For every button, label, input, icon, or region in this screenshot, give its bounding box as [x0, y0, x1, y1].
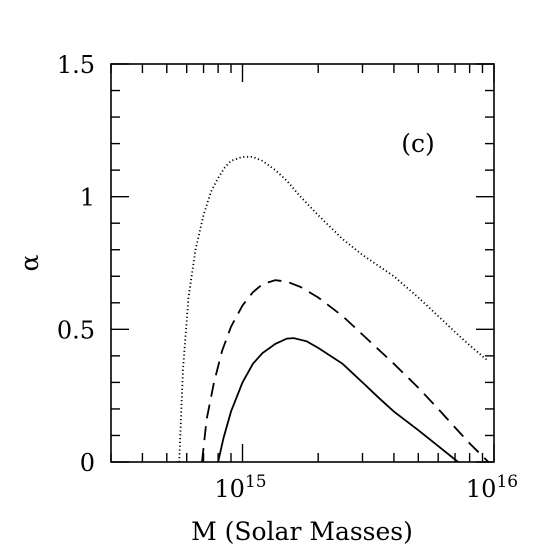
plot-frame — [110, 63, 495, 463]
y-tick-label: 1 — [80, 184, 95, 212]
y-tick-labels: 0 0.5 1 1.5 — [57, 51, 95, 477]
series-lines — [178, 155, 490, 463]
series-line-solid — [217, 337, 459, 463]
x-axis-label: M (Solar Masses) — [191, 517, 413, 546]
x-tick-label: 1016 — [466, 472, 518, 503]
x-tick-labels: 1015 1016 — [214, 472, 518, 503]
series-line-dotted — [178, 155, 489, 463]
tick-marks — [110, 63, 495, 463]
series-line-dashed — [201, 279, 490, 463]
y-tick-label: 0 — [80, 449, 95, 477]
y-tick-label: 0.5 — [57, 316, 95, 344]
panel-label: (c) — [401, 129, 435, 158]
x-tick-label: 1015 — [214, 472, 266, 503]
y-axis-label: α — [15, 254, 44, 271]
y-tick-label: 1.5 — [57, 51, 95, 79]
